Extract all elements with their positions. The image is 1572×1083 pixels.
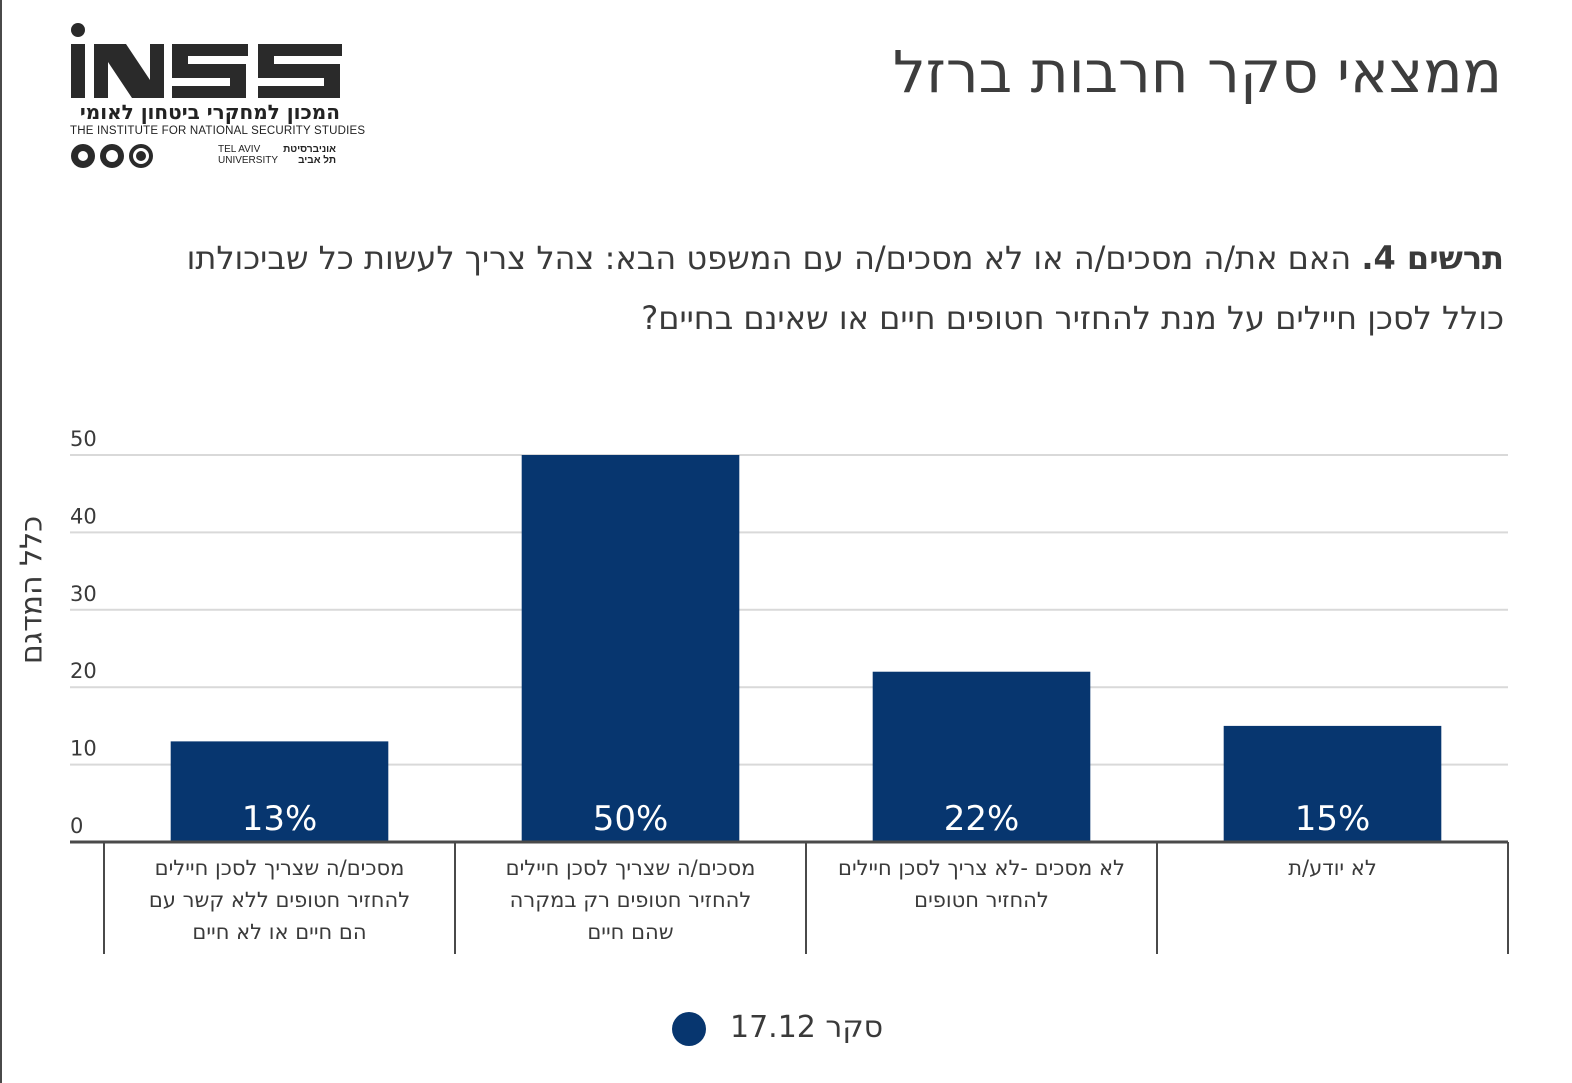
y-tick-label: 20 (70, 659, 97, 683)
tau-he-line-2: תל אביב (298, 155, 336, 166)
tau-he-line-1: אוניברסיטת (283, 144, 336, 155)
x-tick-label: מסכים/ה שצריך לסכן חיילים (506, 856, 756, 880)
legend-marker-icon (672, 1012, 706, 1046)
y-tick-label: 40 (70, 504, 97, 528)
x-tick-label: להחזיר חטופים (914, 888, 1049, 912)
tau-en-line-2: UNIVERSITY (218, 155, 279, 166)
bar (521, 455, 740, 842)
x-tick-label: הם חיים או לא חיים (192, 920, 366, 944)
data-label: 22% (944, 799, 1020, 839)
logo-hebrew-name: המכון למחקרי ביטחון לאומי (79, 100, 340, 124)
x-tick-label: להחזיר חטופים ללא קשר עם (149, 888, 410, 912)
bar-chart: 0 10 20 30 40 50 13% מסכים/ה שצריך לסכן חיילים ל… (70, 427, 1509, 954)
inss-wordmark-logo (71, 23, 342, 98)
logo-seals-icon (71, 144, 153, 168)
question-text: האם את/ה מסכים/ה או לא מסכים/ה עם המשפט … (186, 239, 1504, 337)
x-tick-label: לא מסכים -לא צריך לסכן חיילים (838, 856, 1125, 880)
tau-en-line-1: TEL AVIV (218, 144, 261, 155)
chart-question: תרשים 4. האם את/ה מסכים/ה או לא מסכים/ה … (170, 228, 1504, 348)
figure-label: תרשים 4. (1361, 239, 1504, 277)
x-tick-label: שהם חיים (587, 920, 673, 944)
inss-logo: המכון למחקרי ביטחון לאומי THE INSTITUTE … (68, 22, 365, 172)
x-tick-label: מסכים/ה שצריך לסכן חיילים (155, 856, 405, 880)
data-label: 13% (242, 799, 318, 839)
bar (170, 741, 389, 842)
data-label: 15% (1295, 799, 1371, 839)
y-tick-label: 50 (70, 427, 97, 451)
data-label: 50% (593, 799, 669, 839)
bar (1223, 725, 1442, 842)
left-border (0, 0, 2, 1083)
x-tick-label: להחזיר חטופים רק במקרה (510, 888, 752, 912)
page-title: ממצאי סקר חרבות ברזל (892, 38, 1502, 106)
y-tick-label: 10 (70, 737, 97, 761)
tau-logo: TEL AVIV UNIVERSITY אוניברסיטת תל אביב (216, 144, 338, 170)
y-tick-label: 0 (70, 814, 83, 838)
bar (872, 671, 1091, 842)
legend-label: סקר 17.12 (730, 1010, 884, 1045)
y-tick-label: 30 (70, 582, 97, 606)
logo-english-name: THE INSTITUTE FOR NATIONAL SECURITY STUD… (70, 125, 366, 137)
x-tick-label: לא יודע/ת (1288, 856, 1377, 880)
